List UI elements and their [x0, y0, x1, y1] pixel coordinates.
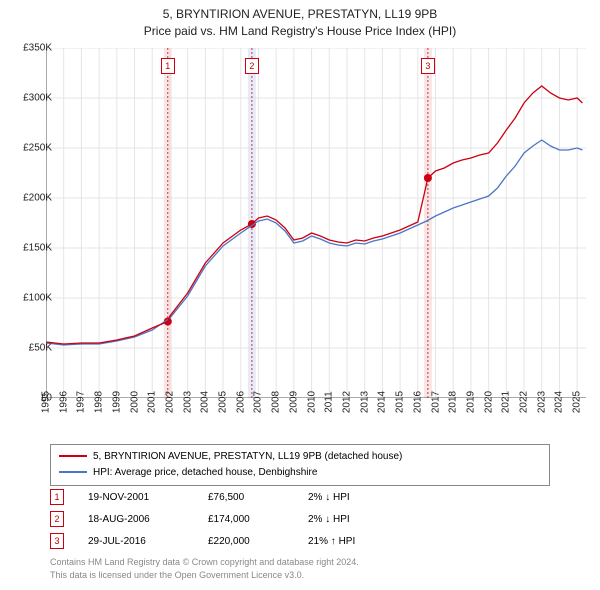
sale-marker-box: 3: [421, 58, 435, 74]
x-tick-label: 2005: [218, 391, 229, 413]
sale-row-marker: 3: [50, 533, 64, 549]
x-tick-label: 2025: [572, 391, 583, 413]
x-tick-label: 2000: [129, 391, 140, 413]
x-tick-label: 2001: [147, 391, 158, 413]
x-tick-label: 2019: [465, 391, 476, 413]
y-tick-label: £200K: [23, 193, 52, 204]
page-subtitle: Price paid vs. HM Land Registry's House …: [0, 23, 600, 40]
x-tick-label: 2014: [377, 391, 388, 413]
page-title: 5, BRYNTIRION AVENUE, PRESTATYN, LL19 9P…: [0, 0, 600, 23]
legend: 5, BRYNTIRION AVENUE, PRESTATYN, LL19 9P…: [50, 444, 550, 486]
x-tick-label: 2008: [271, 391, 282, 413]
y-tick-label: £350K: [23, 43, 52, 54]
sale-date: 29-JUL-2016: [88, 536, 208, 547]
x-tick-label: 2011: [324, 391, 335, 413]
sale-price: £76,500: [208, 492, 308, 503]
y-tick-label: £300K: [23, 93, 52, 104]
x-tick-label: 2022: [519, 391, 530, 413]
y-tick-label: £150K: [23, 243, 52, 254]
sale-price: £220,000: [208, 536, 308, 547]
sale-delta: 21% ↑ HPI: [308, 536, 408, 547]
x-tick-label: 2013: [359, 391, 370, 413]
sale-delta: 2% ↓ HPI: [308, 492, 408, 503]
sale-marker-box: 1: [161, 58, 175, 74]
sale-date: 19-NOV-2001: [88, 492, 208, 503]
x-tick-label: 2009: [288, 391, 299, 413]
x-tick-label: 1997: [76, 391, 87, 413]
x-tick-label: 2024: [554, 391, 565, 413]
sale-delta: 2% ↓ HPI: [308, 514, 408, 525]
x-tick-label: 2017: [430, 391, 441, 413]
legend-item: 5, BRYNTIRION AVENUE, PRESTATYN, LL19 9P…: [59, 449, 541, 465]
x-tick-label: 2020: [483, 391, 494, 413]
x-tick-label: 2021: [501, 391, 512, 413]
x-tick-label: 1995: [41, 391, 52, 413]
sale-row-marker: 2: [50, 511, 64, 527]
x-tick-label: 2007: [253, 391, 264, 413]
y-tick-label: £50K: [29, 343, 52, 354]
sale-row: 3 29-JUL-2016£220,00021% ↑ HPI: [50, 530, 408, 552]
x-tick-label: 1998: [94, 391, 105, 413]
x-tick-label: 2015: [395, 391, 406, 413]
legend-item: HPI: Average price, detached house, Denb…: [59, 465, 541, 481]
legend-label: HPI: Average price, detached house, Denb…: [93, 467, 317, 478]
y-tick-label: £250K: [23, 143, 52, 154]
x-tick-label: 2012: [341, 391, 352, 413]
x-tick-label: 2003: [182, 391, 193, 413]
x-tick-label: 2010: [306, 391, 317, 413]
sale-row: 2 18-AUG-2006£174,0002% ↓ HPI: [50, 508, 408, 530]
x-tick-label: 2016: [412, 391, 423, 413]
sale-row: 1 19-NOV-2001£76,5002% ↓ HPI: [50, 486, 408, 508]
footer-line2: This data is licensed under the Open Gov…: [50, 569, 359, 582]
y-tick-label: £100K: [23, 293, 52, 304]
footer-line1: Contains HM Land Registry data © Crown c…: [50, 556, 359, 569]
sale-row-marker: 1: [50, 489, 64, 505]
x-tick-label: 1999: [111, 391, 122, 413]
sale-marker-box: 2: [245, 58, 259, 74]
sale-date: 18-AUG-2006: [88, 514, 208, 525]
sale-price: £174,000: [208, 514, 308, 525]
legend-label: 5, BRYNTIRION AVENUE, PRESTATYN, LL19 9P…: [93, 451, 402, 462]
sales-table: 1 19-NOV-2001£76,5002% ↓ HPI 2 18-AUG-2006£…: [50, 486, 408, 552]
x-tick-label: 2023: [536, 391, 547, 413]
x-tick-label: 2002: [164, 391, 175, 413]
x-tick-label: 2004: [200, 391, 211, 413]
x-tick-label: 1996: [58, 391, 69, 413]
x-tick-label: 2018: [448, 391, 459, 413]
price-chart: [46, 48, 586, 398]
footer: Contains HM Land Registry data © Crown c…: [50, 556, 359, 581]
x-tick-label: 2006: [235, 391, 246, 413]
